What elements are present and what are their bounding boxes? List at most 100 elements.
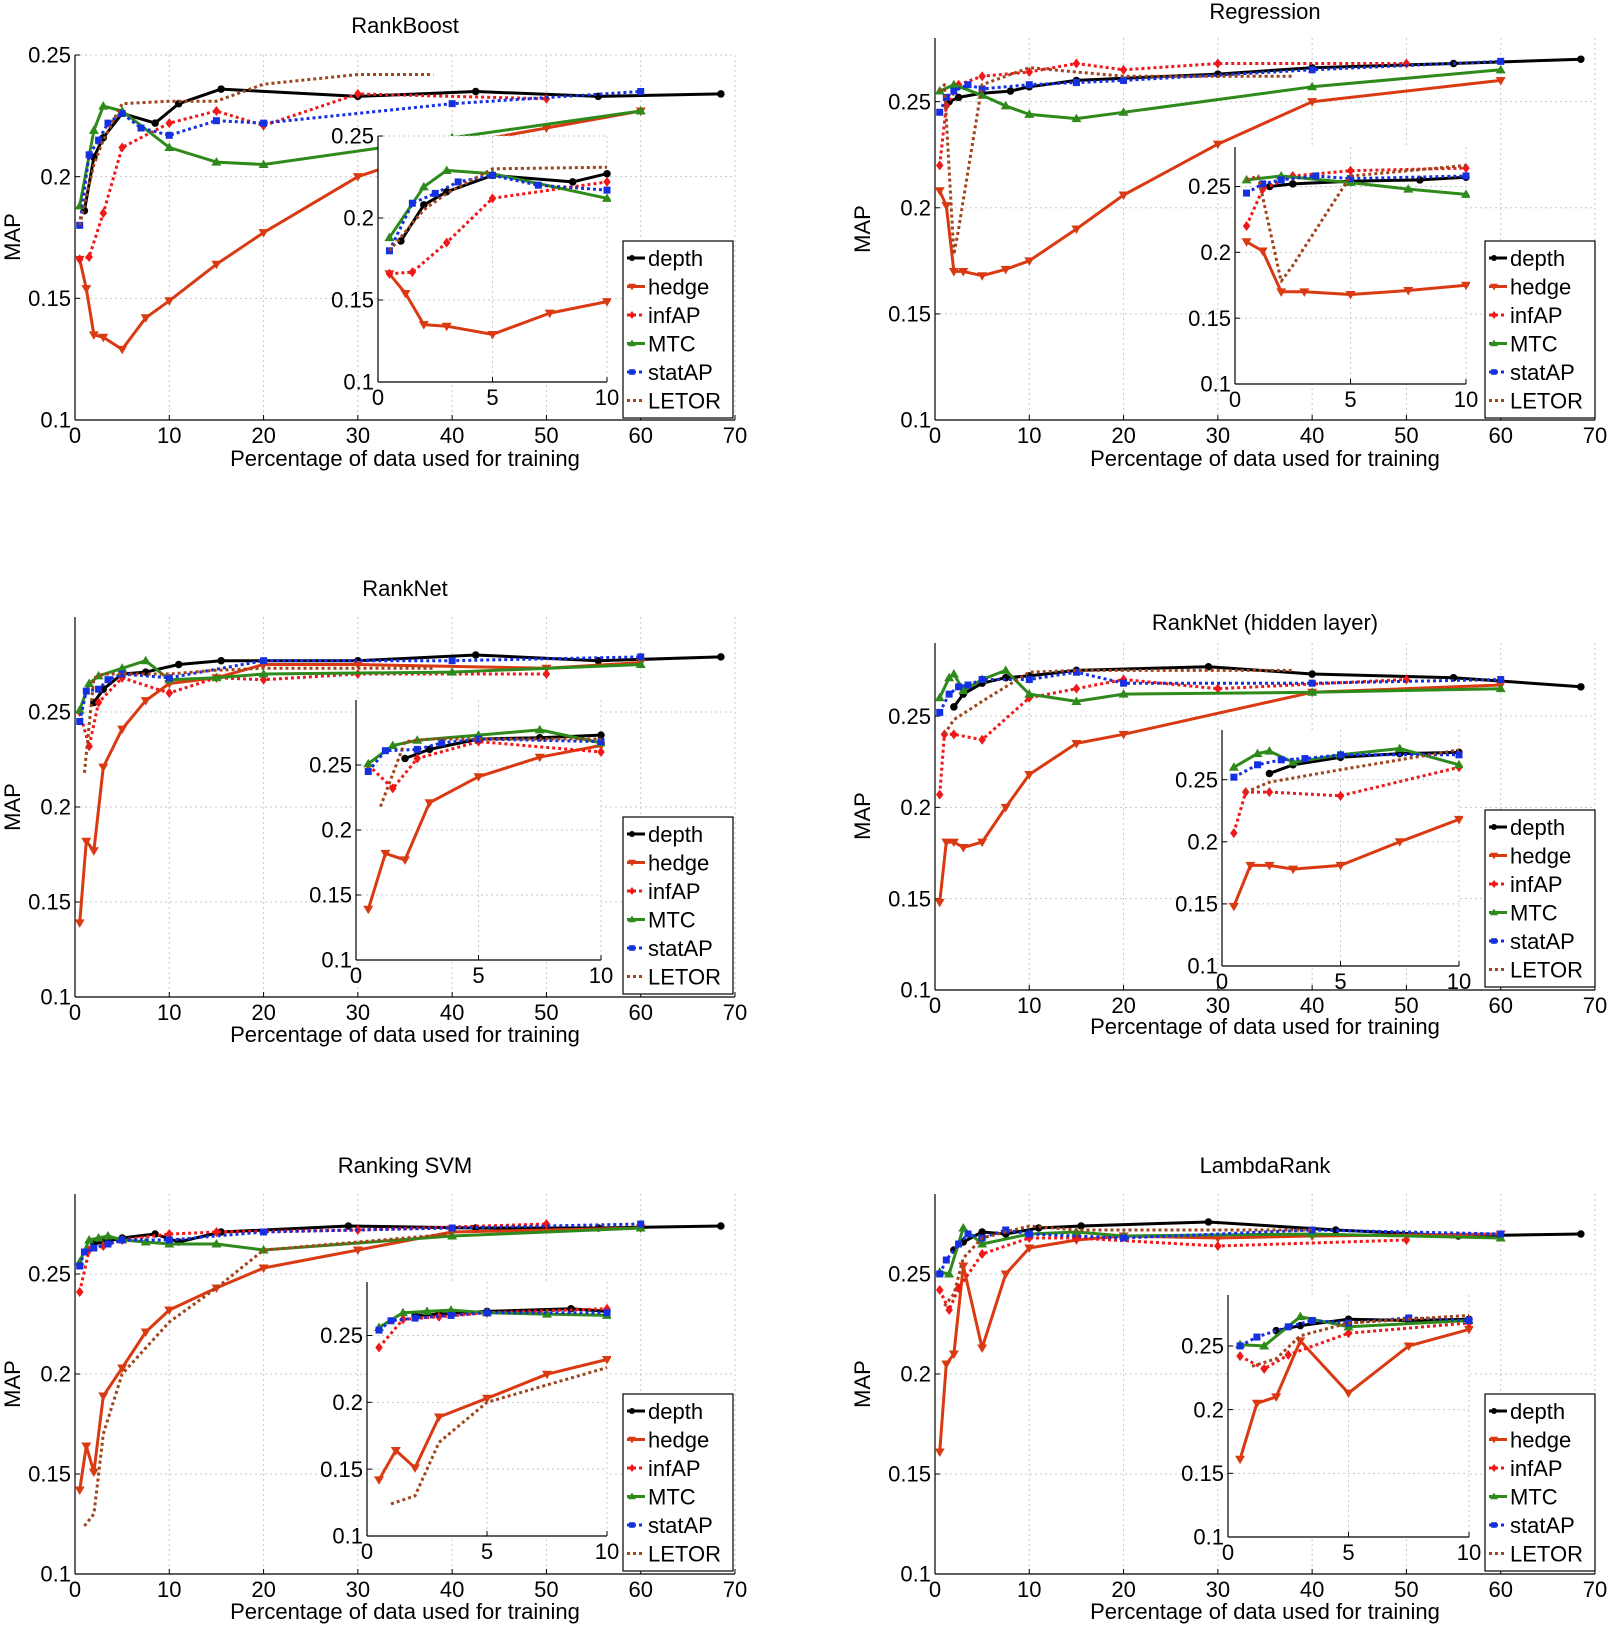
marker-triangle-down: [482, 1394, 492, 1404]
marker-triangle-down: [164, 1306, 175, 1315]
marker-circle: [217, 85, 225, 93]
y-tick-label: 0.15: [888, 886, 931, 911]
marker-diamond: [935, 789, 944, 800]
x-tick-label: 70: [1583, 993, 1607, 1018]
y-tick-label: 0.25: [331, 124, 374, 149]
marker-circle: [471, 651, 480, 659]
legend-label: infAP: [1510, 872, 1563, 897]
series-line-infAP: [938, 1236, 1407, 1312]
x-tick-label: 40: [440, 1000, 464, 1025]
marker-square: [597, 738, 605, 746]
marker-triangle-up: [1024, 689, 1035, 698]
marker-diamond: [935, 160, 944, 171]
marker-circle: [1491, 824, 1497, 830]
marker-triangle-down: [534, 753, 545, 763]
marker-square: [104, 119, 112, 127]
x-tick-label: 10: [1447, 969, 1471, 994]
marker-triangle-down: [1071, 739, 1082, 749]
x-tick-label: 60: [1488, 1577, 1512, 1602]
marker-triangle-up: [140, 655, 151, 665]
marker-triangle-down: [1024, 770, 1035, 780]
marker-circle: [397, 237, 405, 245]
marker-circle: [1289, 180, 1297, 188]
legend-label: statAP: [648, 1513, 713, 1538]
marker-triangle-down: [1299, 288, 1310, 297]
marker-triangle-up: [1264, 746, 1275, 755]
marker-square: [1497, 1230, 1505, 1238]
legend-entry-statAP: statAP: [627, 1513, 713, 1538]
x-tick-label: 0: [69, 1000, 81, 1025]
marker-square: [629, 369, 635, 375]
legend-entry-infAP: infAP: [627, 879, 701, 904]
marker-diamond: [629, 311, 635, 319]
marker-diamond: [542, 669, 551, 679]
marker-triangle-up: [635, 659, 646, 668]
marker-triangle-up: [628, 1492, 636, 1500]
marker-triangle-up: [93, 1233, 104, 1242]
marker-triangle-up: [447, 667, 458, 676]
marker-circle: [603, 169, 611, 178]
series-line-LETOR: [83, 1232, 453, 1527]
x-tick-label: 5: [1342, 1540, 1354, 1565]
marker-triangle-down: [628, 1436, 636, 1444]
legend-label: MTC: [648, 332, 696, 357]
inset-axes: 0 5 10 0.1 0.15 0.2 0.25: [1175, 730, 1471, 994]
marker-square: [408, 199, 416, 207]
marker-square: [80, 1248, 88, 1256]
marker-triangle-up: [211, 672, 222, 682]
legend-label: hedge: [648, 1428, 709, 1453]
series-line-statAP: [938, 59, 1501, 113]
y-tick-label: 0.2: [40, 1362, 71, 1387]
marker-square: [413, 745, 421, 753]
legend-entry-hedge: hedge: [627, 1428, 709, 1453]
x-tick-label: 70: [1583, 423, 1607, 448]
marker-circle: [717, 1222, 725, 1230]
y-tick-label: 0.15: [1175, 892, 1218, 917]
marker-triangle-down: [211, 260, 222, 270]
x-tick-label: 40: [440, 1577, 464, 1602]
marker-diamond: [1491, 1464, 1497, 1472]
marker-triangle-up: [103, 1231, 113, 1240]
marker-circle: [471, 87, 480, 96]
x-tick-label: 10: [1457, 1540, 1481, 1565]
marker-triangle-up: [1288, 757, 1299, 766]
x-tick-label: 10: [589, 963, 613, 988]
y-tick-label: 0.1: [332, 1524, 363, 1549]
legend-label: depth: [1510, 1399, 1565, 1424]
x-tick-label: 0: [1216, 969, 1228, 994]
marker-triangle-down: [958, 1262, 969, 1271]
marker-circle: [629, 255, 635, 261]
series-layer: [384, 165, 611, 340]
x-tick-label: 10: [595, 1539, 619, 1564]
x-tick-label: 0: [372, 385, 384, 410]
series-line-hedge: [938, 78, 1501, 278]
legend-entry-MTC: MTC: [1489, 332, 1558, 357]
legend-label: infAP: [1510, 1456, 1563, 1481]
marker-square: [1277, 756, 1285, 764]
chart-panel-0: 0 10 20 30 40 50 60 700.10.150.20.25RankBoostPe…: [0, 13, 747, 471]
marker-diamond: [1072, 58, 1081, 69]
legend-label: depth: [1510, 246, 1565, 271]
marker-square: [1308, 679, 1316, 687]
series-hedge: [1228, 815, 1463, 912]
marker-diamond: [165, 118, 174, 129]
marker-square: [1259, 180, 1267, 188]
marker-square: [964, 81, 972, 89]
x-tick-label: 0: [350, 963, 362, 988]
legend-entry-infAP: infAP: [1489, 303, 1563, 328]
y-tick-label: 0.1: [40, 408, 71, 433]
series-hedge: [374, 1356, 611, 1485]
marker-square: [137, 124, 145, 132]
marker-square: [629, 1522, 635, 1528]
marker-circle: [629, 1408, 635, 1414]
marker-square: [1497, 57, 1505, 65]
x-tick-label: 0: [929, 1577, 941, 1602]
marker-square: [1072, 79, 1080, 87]
marker-diamond: [413, 753, 421, 764]
marker-triangle-up: [1024, 109, 1035, 118]
marker-diamond: [1402, 58, 1411, 69]
marker-square: [165, 674, 173, 682]
y-tick-label: 0.1: [900, 978, 931, 1003]
legend-box: [622, 1393, 734, 1572]
